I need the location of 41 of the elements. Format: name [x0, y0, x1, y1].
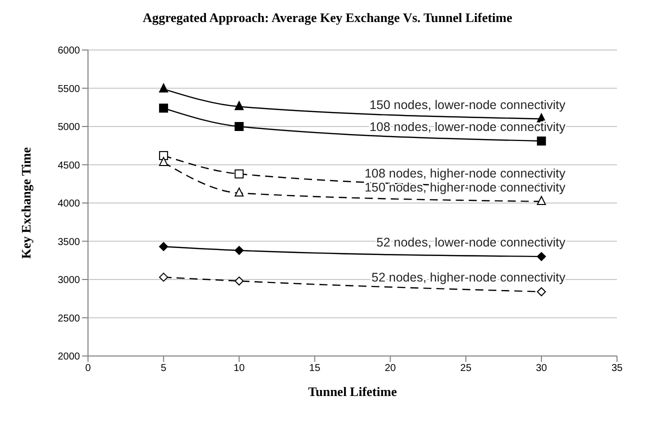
x-tick-label: 15: [309, 363, 321, 374]
x-tick-label: 5: [160, 363, 167, 374]
point: [234, 246, 244, 255]
y-tick-label: 3500: [58, 236, 80, 248]
x-tick-label: 35: [611, 363, 623, 374]
point: [234, 101, 244, 110]
point: [536, 136, 546, 146]
y-tick-label: 5500: [58, 84, 80, 95]
x-tick-label: 30: [536, 363, 548, 374]
y-tick-label: 4000: [58, 198, 80, 210]
x-tick-label: 10: [234, 363, 246, 374]
x-axis-title: Tunnel Lifetime: [308, 384, 398, 399]
x-tick-label: 25: [460, 363, 472, 374]
series-label: 108 nodes, higher-node connectivity: [364, 166, 566, 181]
series-label: 108 nodes, lower-node connectivity: [369, 120, 566, 134]
x-tick-label: 0: [85, 363, 92, 374]
point: [159, 151, 168, 160]
point: [536, 287, 546, 296]
chart-title: Aggregated Approach: Average Key Exchange Vs. Tunnel Lifetime: [142, 10, 514, 27]
point: [159, 272, 168, 282]
y-tick-label: 2000: [58, 352, 80, 363]
y-axis-title: Key Exchange Time: [18, 147, 34, 259]
y-tick-label: 5000: [58, 122, 80, 134]
point: [159, 242, 168, 252]
point: [234, 169, 244, 178]
point: [234, 276, 244, 286]
point: [536, 196, 546, 205]
point: [159, 84, 168, 93]
point: [159, 156, 168, 166]
series-label: 52 nodes, lower-node connectivity: [376, 236, 566, 250]
y-tick-label: 2500: [58, 313, 80, 324]
x-tick-label: 20: [384, 363, 396, 374]
y-tick-label: 4500: [58, 160, 80, 172]
point: [234, 122, 244, 131]
point: [536, 252, 546, 262]
point: [234, 188, 244, 197]
point: [159, 104, 168, 113]
y-tick-label: 6000: [58, 46, 80, 57]
y-tick-label: 3000: [58, 275, 80, 286]
series-label: 150 nodes, lower-node connectivity: [369, 98, 566, 112]
series-label: 52 nodes, higher-node connectivity: [372, 270, 566, 285]
